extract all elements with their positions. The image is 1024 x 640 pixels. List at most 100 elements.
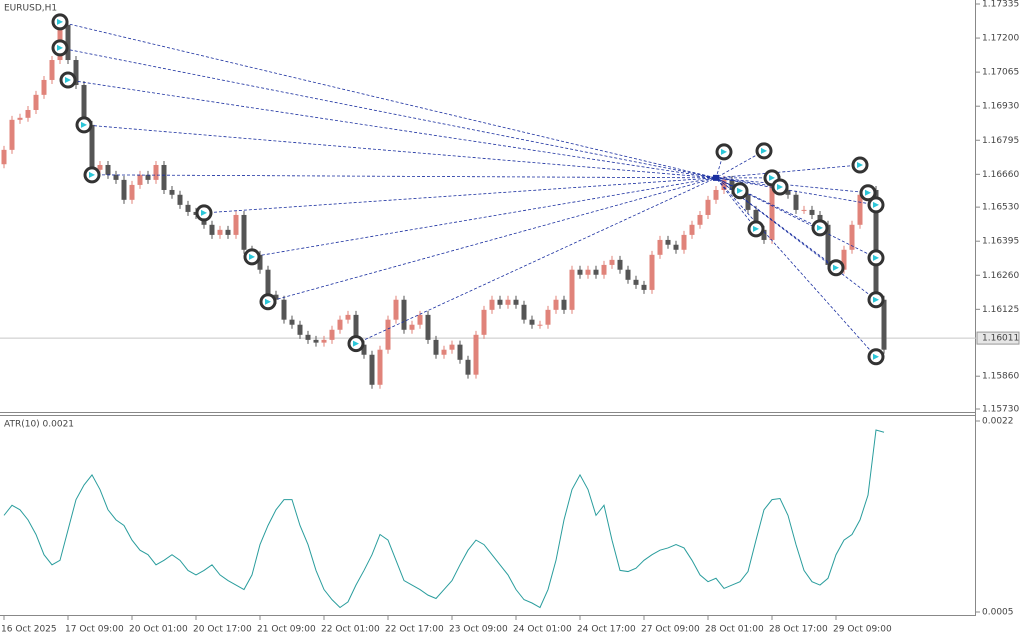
marker-arrow — [753, 225, 759, 232]
candle-body — [521, 304, 527, 320]
marker-arrow — [817, 224, 823, 231]
candle-body — [881, 299, 887, 350]
candle-body — [665, 239, 671, 245]
candle-body — [81, 85, 87, 125]
candle-body — [649, 254, 655, 290]
candle-body — [321, 339, 327, 343]
candle-body — [441, 349, 447, 355]
chart-title: EURUSD,H1 — [4, 4, 57, 14]
pattern-link — [715, 177, 877, 206]
candle-body — [705, 199, 711, 215]
marker-arrow — [65, 76, 71, 83]
y2-tick-label: 0.0022 — [982, 417, 1014, 427]
y-tick-label: 1.16125 — [982, 305, 1019, 315]
x-tick-label: 24 Oct 01:00 — [513, 625, 572, 635]
pattern-link — [715, 177, 757, 230]
marker-arrow — [57, 18, 63, 25]
pattern-link — [59, 47, 717, 179]
candle-body — [593, 269, 599, 275]
candle-body — [313, 339, 319, 343]
candle-body — [617, 259, 623, 270]
candle-body — [769, 179, 775, 240]
candle-body — [697, 214, 703, 225]
y2-tick-label: 0.0005 — [982, 608, 1014, 618]
candle-body — [689, 224, 695, 235]
y-tick-label: 1.17335 — [982, 0, 1019, 10]
candle-body — [449, 344, 455, 350]
candle-body — [369, 354, 375, 385]
candle-body — [793, 194, 799, 210]
candle-body — [289, 319, 295, 325]
y-tick-label: 1.16930 — [982, 102, 1019, 112]
candle-body — [385, 319, 391, 350]
candle-body — [113, 174, 119, 180]
y-tick-label: 1.17065 — [982, 68, 1019, 78]
candle-body — [721, 179, 727, 190]
candle-body — [425, 314, 431, 340]
candle-body — [17, 117, 23, 120]
candle-body — [625, 269, 631, 280]
pattern-link — [203, 177, 717, 214]
marker-arrow — [873, 201, 879, 208]
candle-body — [209, 224, 215, 235]
y-tick-label: 1.16660 — [982, 170, 1019, 180]
candle-body — [481, 309, 487, 335]
pattern-link — [91, 174, 717, 179]
pattern-link — [67, 79, 717, 179]
marker-arrow — [857, 161, 863, 168]
x-tick-label: 17 Oct 09:00 — [65, 625, 124, 635]
candle-body — [225, 229, 231, 235]
candle-body — [185, 204, 191, 212]
candle-body — [489, 299, 495, 310]
focus-point — [713, 174, 719, 181]
candle-body — [353, 314, 359, 345]
candle-body — [545, 309, 551, 325]
candle-body — [873, 189, 879, 300]
candle-body — [377, 349, 383, 385]
candle-body — [401, 299, 407, 330]
candle-body — [161, 164, 167, 190]
candle-body — [265, 269, 271, 295]
x-tick-label: 24 Oct 17:00 — [577, 625, 636, 635]
candle-body — [145, 174, 151, 180]
candle-body — [609, 259, 615, 265]
candle-body — [857, 194, 863, 225]
candle-body — [785, 189, 791, 195]
marker-arrow — [833, 264, 839, 271]
candle-body — [505, 299, 511, 305]
candle-body — [281, 299, 287, 320]
candle-body — [305, 334, 311, 340]
pattern-link — [83, 124, 717, 179]
candle-body — [641, 284, 647, 290]
candle-body — [681, 234, 687, 250]
marker-arrow — [249, 253, 255, 260]
x-tick-label: 28 Oct 01:00 — [705, 625, 764, 635]
x-tick-label: 20 Oct 01:00 — [129, 625, 188, 635]
candle-body — [465, 359, 471, 375]
y-tick-label: 1.15730 — [982, 405, 1019, 415]
candle-body — [801, 209, 807, 211]
y-tick-label: 1.16260 — [982, 271, 1019, 281]
pattern-link — [59, 21, 717, 179]
candle-body — [841, 249, 847, 270]
candle-body — [33, 94, 39, 110]
candle-body — [169, 189, 175, 195]
pattern-link — [715, 151, 725, 178]
x-tick-label: 28 Oct 17:00 — [769, 625, 828, 635]
candle-body — [41, 79, 47, 95]
x-tick-label: 16 Oct 2025 — [1, 625, 57, 635]
candle-body — [361, 344, 367, 355]
candle-body — [729, 179, 735, 190]
x-tick-label: 29 Oct 09:00 — [833, 625, 892, 635]
candle-body — [561, 299, 567, 310]
y-tick-label: 1.17200 — [982, 34, 1019, 44]
candle-body — [673, 244, 679, 250]
pattern-link — [355, 177, 717, 345]
candle-body — [329, 329, 335, 340]
candle-body — [217, 229, 223, 235]
candle-body — [121, 179, 127, 200]
candle-body — [393, 299, 399, 320]
